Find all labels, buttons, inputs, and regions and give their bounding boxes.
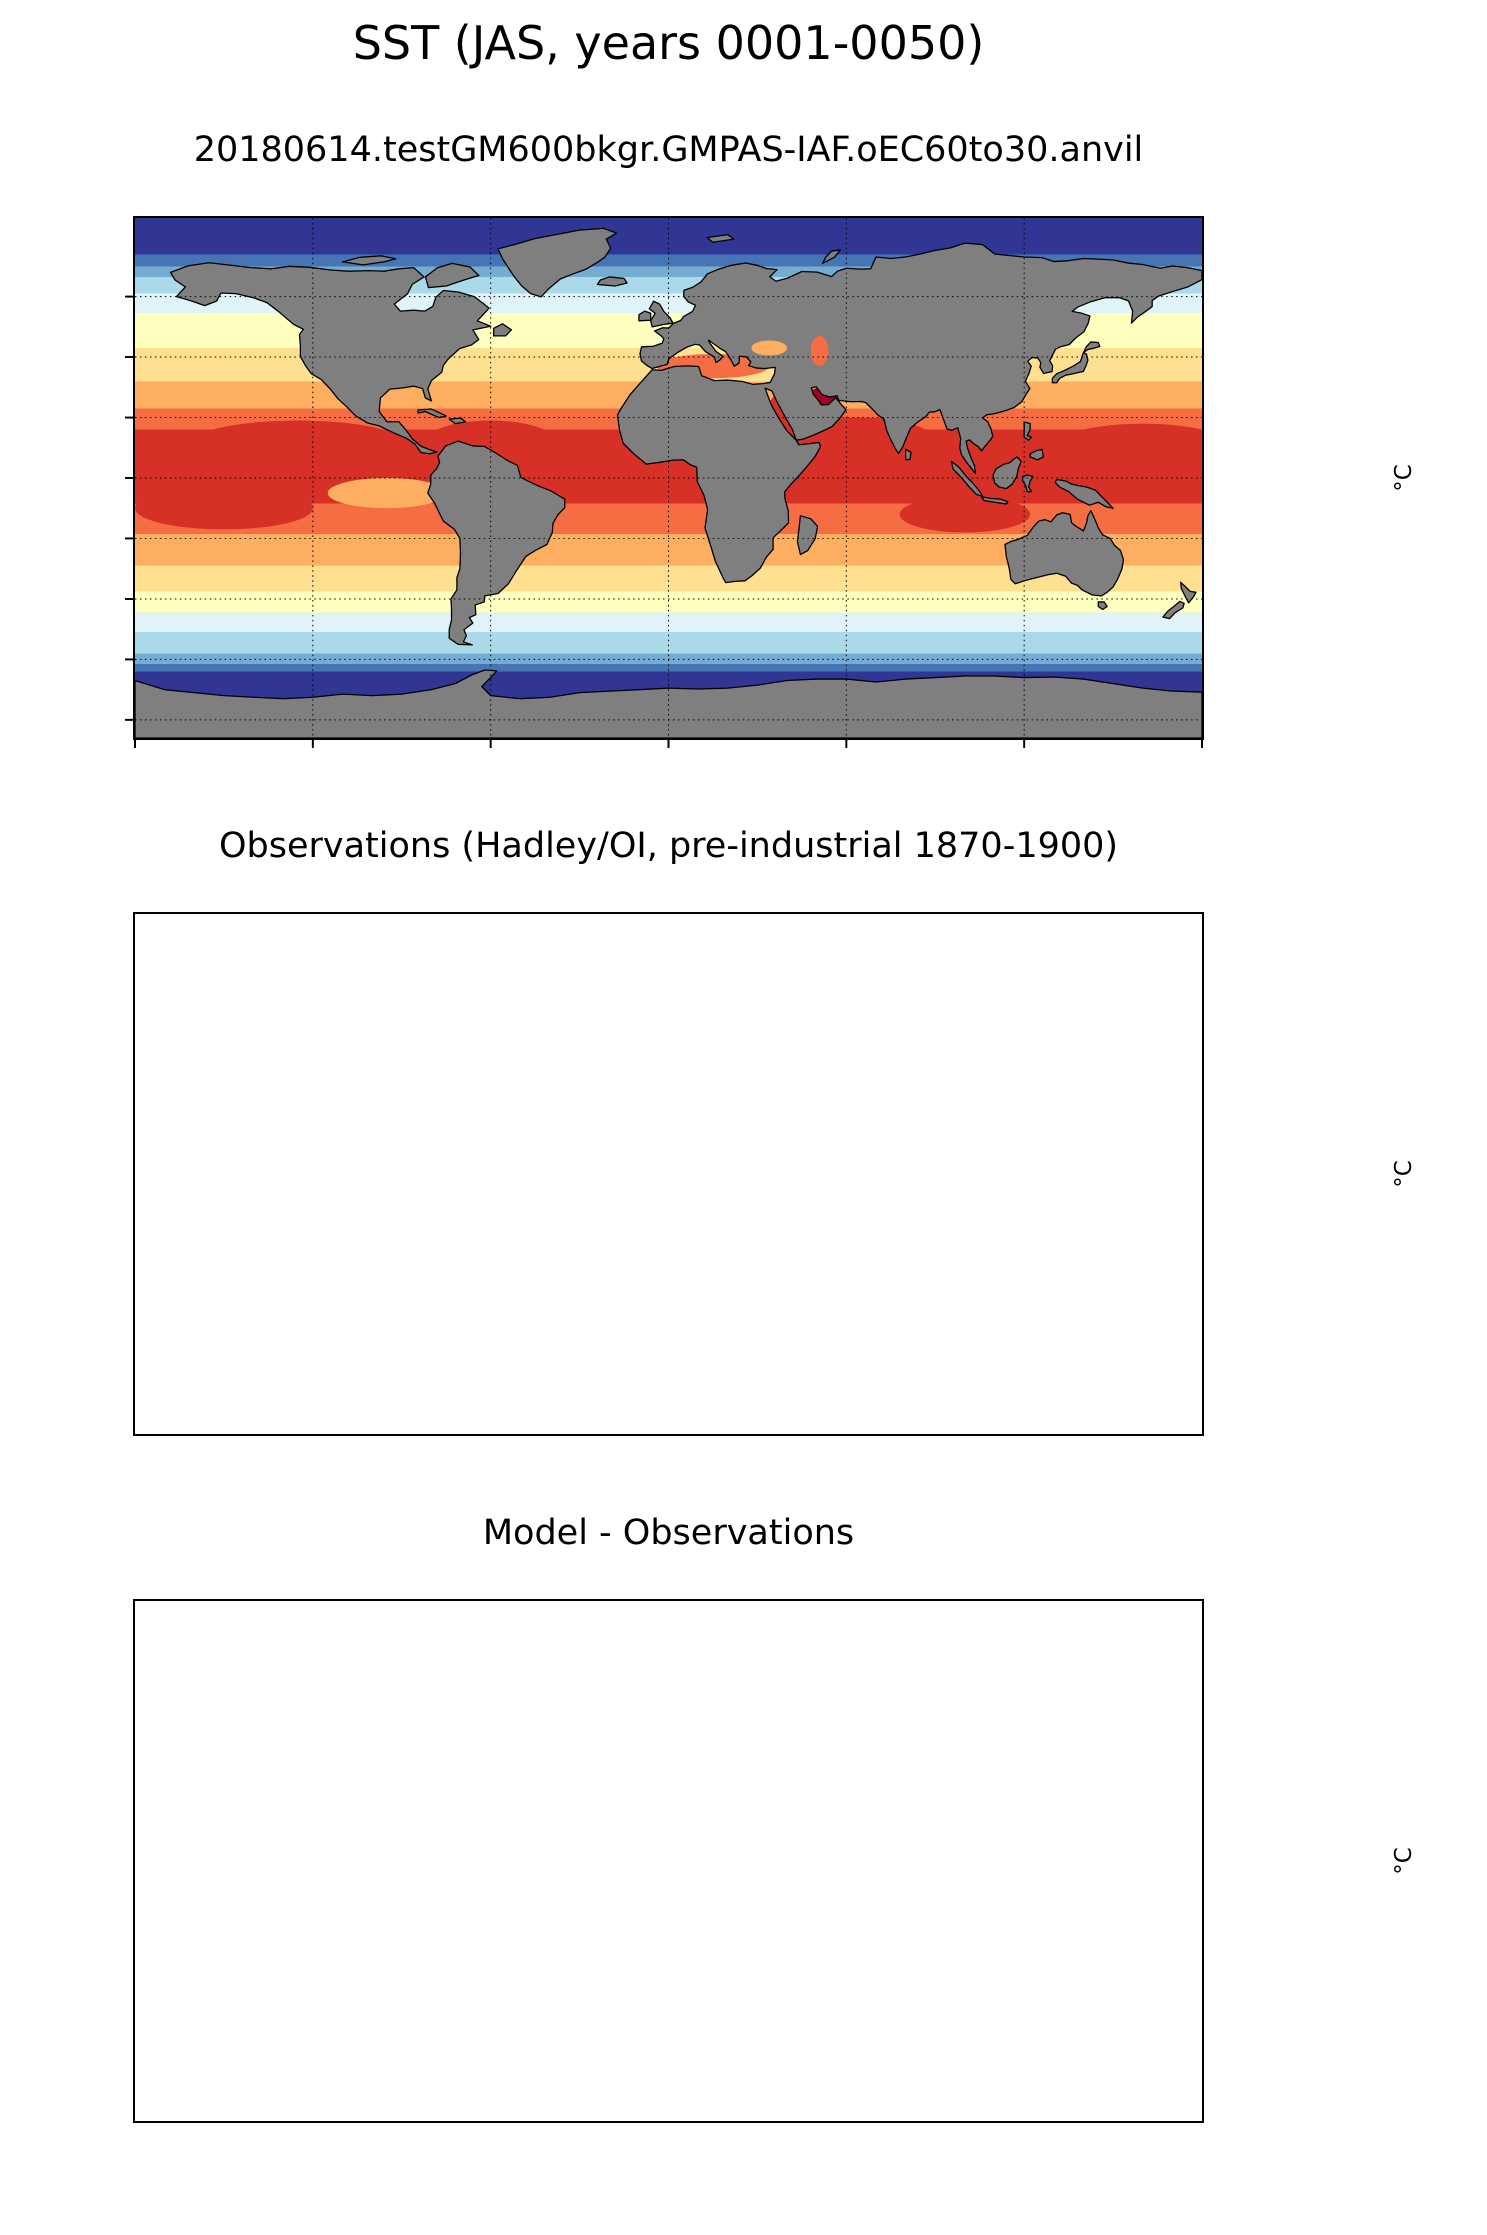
figure-title: SST (JAS, years 0001-0050): [352, 16, 985, 70]
panel-title-model: 20180614.testGM600bkgr.GMPAS-IAF.oEC60to…: [193, 130, 1144, 170]
x-axis-tick-labels: [133, 1448, 1204, 1480]
panel-observations: Observations (Hadley/OI, pre-industrial …: [0, 824, 1487, 1514]
colorbar-unit-label: °C: [1391, 1847, 1417, 1875]
map-observations: [133, 912, 1204, 1436]
x-axis-tick-labels: [133, 2135, 1204, 2167]
panel-title-difference: Model - Observations: [482, 1513, 855, 1553]
colorbar-unit-label: °C: [1391, 1160, 1417, 1188]
y-axis-tick-labels: [0, 912, 122, 1436]
map-overlay-difference: [135, 1601, 1202, 2121]
colorbar-observations: [1265, 912, 1405, 1436]
panel-model: 20180614.testGM600bkgr.GMPAS-IAF.oEC60to…: [0, 128, 1487, 818]
x-axis-tick-labels: [133, 752, 1204, 784]
y-axis-tick-labels: [0, 216, 122, 740]
map-overlay-model: [125, 218, 1203, 748]
colorbar-difference: [1265, 1599, 1405, 2123]
map-difference: [133, 1599, 1204, 2123]
colorbar-model: [1265, 216, 1405, 740]
colorbar-unit-label: °C: [1391, 464, 1417, 492]
map-overlay-observations: [135, 914, 1202, 1434]
y-axis-tick-labels: [0, 1599, 122, 2123]
map-model: [125, 216, 1204, 748]
panel-difference: Model - Observations °C: [0, 1511, 1487, 2201]
panel-title-observations: Observations (Hadley/OI, pre-industrial …: [218, 826, 1119, 866]
